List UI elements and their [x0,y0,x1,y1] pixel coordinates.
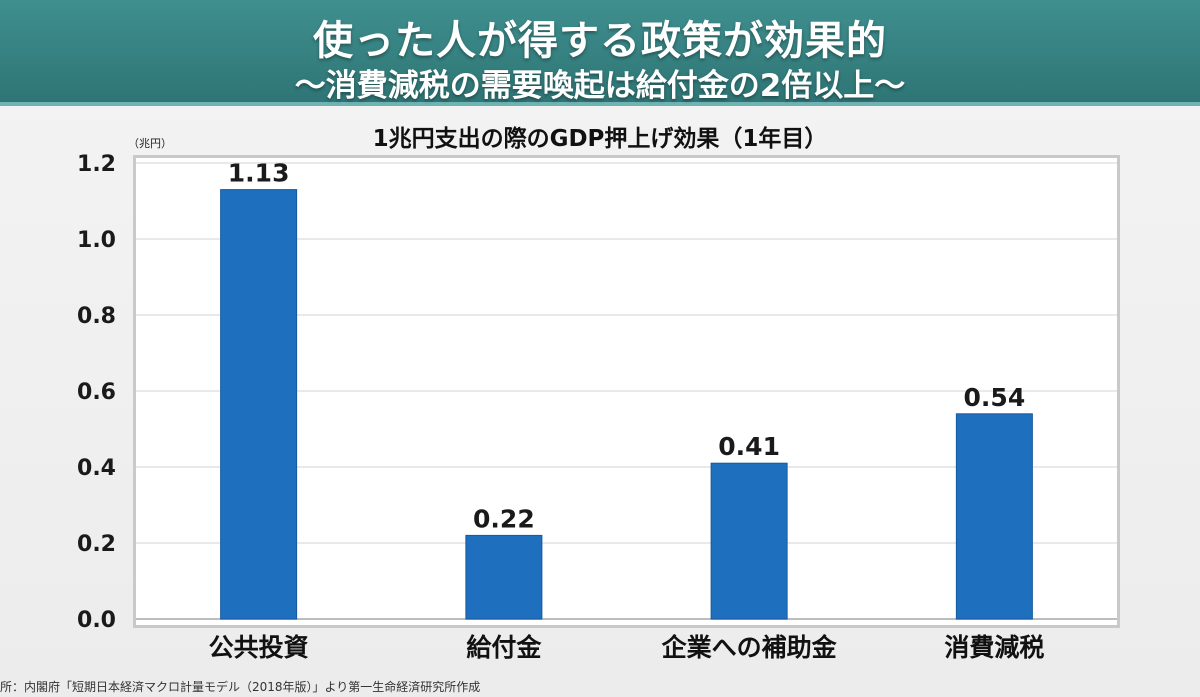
y-tick-label: 0.0 [77,608,116,633]
x-tick-label: 消費減税 [944,633,1044,662]
y-tick-label: 0.2 [77,532,116,557]
bar [955,413,1033,620]
y-tick-label: 1.0 [77,228,116,253]
bar [710,462,788,620]
y-tick-label: 0.6 [77,380,116,405]
data-label: 0.22 [473,504,535,533]
bar [220,189,298,620]
y-axis-unit-label: （兆円） [128,137,172,150]
data-label: 0.54 [964,383,1026,412]
header-banner: 使った人が得する政策が効果的 〜消費減税の需要喚起は給付金の2倍以上〜 [0,0,1200,106]
page-title: 使った人が得する政策が効果的 [313,18,887,64]
chart-title: 1兆円支出の際のGDP押上げ効果（1年目） [372,126,828,152]
x-tick-label: 給付金 [466,633,542,662]
bar [465,534,543,620]
y-tick-label: 1.2 [77,152,116,177]
source-note: 所：内閣府「短期日本経済マクロ計量モデル（2018年版）」より第一生命経済研究所… [0,680,481,694]
x-tick-label: 企業への補助金 [662,633,838,662]
page-subtitle: 〜消費減税の需要喚起は給付金の2倍以上〜 [294,68,906,104]
data-label: 0.41 [718,432,780,461]
x-tick-label: 公共投資 [209,633,309,662]
y-tick-label: 0.4 [77,456,116,481]
data-label: 1.13 [228,159,290,188]
y-tick-label: 0.8 [77,304,116,329]
